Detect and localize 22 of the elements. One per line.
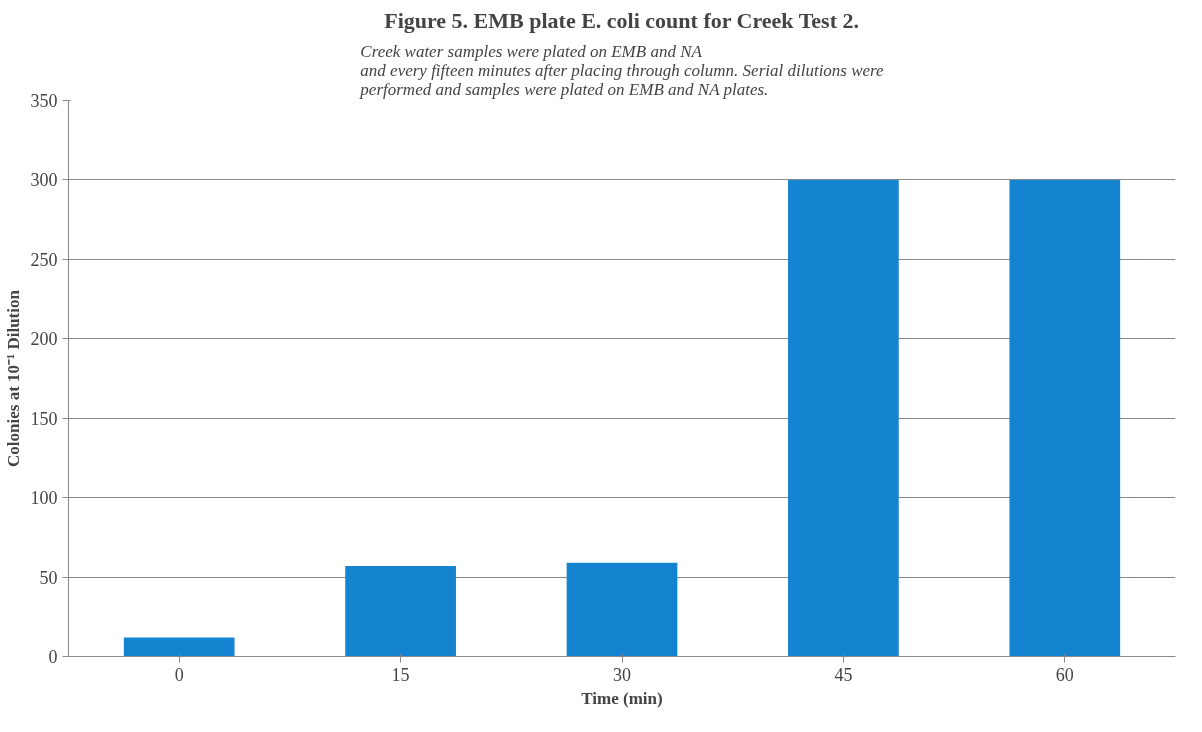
x-tick-label: 30 — [613, 664, 631, 685]
y-tick-label: 150 — [30, 408, 58, 429]
x-axis-title: Time (min) — [581, 688, 663, 708]
x-tick-label: 15 — [391, 664, 410, 685]
y-tick-label: 200 — [30, 329, 58, 350]
x-tick-label: 45 — [834, 664, 853, 685]
chart-subtitle: Creek water samples were plated on EMB and NA and every fifteen minutes after placing through column. Serial dilutions were performed and samples were plated on EMB and NA plates. — [359, 41, 885, 99]
y-tick-label: 350 — [30, 91, 58, 111]
y-tick-label: 0 — [48, 647, 58, 667]
bar — [345, 565, 456, 657]
chart-title: Figure 5. EMB plate E. coli count for Creek Test 2. — [384, 7, 860, 33]
bar — [566, 562, 678, 657]
bar — [788, 179, 899, 657]
y-axis-title: Colonies at 10⁻¹ Dilution — [3, 289, 23, 467]
y-tick-label: 300 — [30, 170, 58, 191]
y-tick-label: 50 — [39, 567, 58, 588]
y-tick-label: 250 — [30, 249, 58, 270]
bar — [123, 637, 235, 657]
y-tick-label: 100 — [30, 488, 58, 509]
x-tick-label: 60 — [1055, 664, 1074, 685]
bar — [1009, 179, 1121, 657]
x-tick-label: 0 — [174, 664, 184, 685]
